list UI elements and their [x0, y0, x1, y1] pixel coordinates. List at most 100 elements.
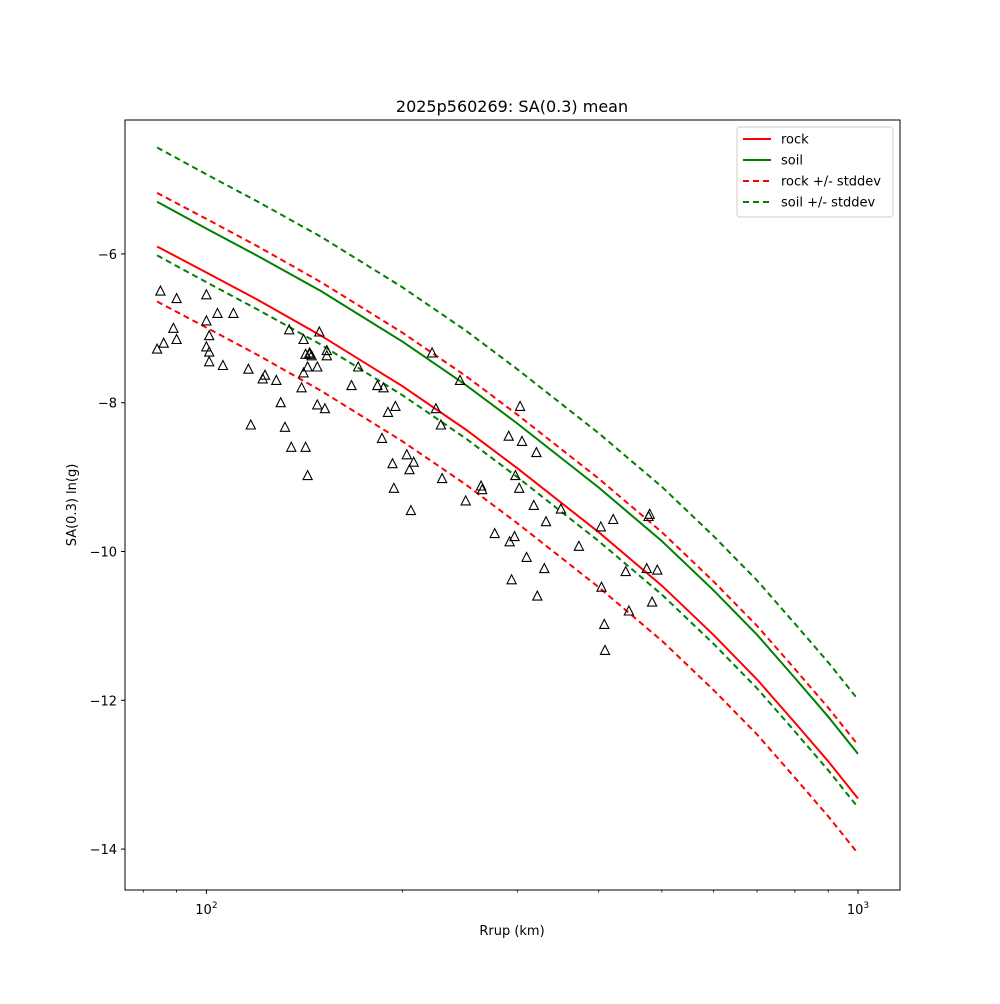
observation-point	[151, 342, 163, 354]
series-line-3	[156, 300, 859, 855]
observation-point	[321, 344, 333, 356]
observation-point	[503, 429, 515, 441]
observation-point	[346, 379, 357, 391]
observation-point	[376, 432, 388, 443]
observation-point	[401, 448, 413, 460]
observation-point	[540, 515, 552, 527]
legend-box	[736, 126, 894, 218]
observation-point	[270, 374, 282, 385]
x-tick-label: 102	[195, 901, 217, 918]
observation-point	[283, 323, 295, 335]
observation-point	[298, 366, 310, 378]
curve-layer	[156, 146, 859, 855]
observation-point	[504, 535, 516, 547]
observation-point	[352, 360, 364, 372]
observation-point	[509, 530, 520, 542]
observation-point	[311, 360, 323, 372]
observation-point	[489, 527, 501, 539]
observation-point	[573, 540, 585, 551]
observation-point	[514, 400, 526, 411]
legend: rock soil rock +/- stddev soil +/- stddev	[736, 126, 894, 218]
observation-point	[607, 513, 619, 525]
observation-point	[623, 604, 635, 616]
observation-point	[387, 457, 398, 469]
observation-point	[530, 446, 542, 458]
observation-point	[475, 479, 487, 491]
observation-point	[171, 333, 183, 345]
observation-point	[430, 402, 442, 414]
observation-point	[516, 435, 528, 446]
observation-point	[531, 589, 543, 601]
observation-point	[476, 483, 488, 495]
observation-point	[311, 398, 323, 410]
y-tick-label: −12	[90, 694, 117, 709]
observation-point	[167, 322, 179, 333]
observation-point	[371, 379, 383, 391]
observation-point	[641, 562, 653, 574]
observation-point	[435, 418, 447, 430]
y-axis-label: SA(0.3) ln(g)	[65, 464, 80, 547]
observation-point	[595, 520, 607, 532]
legend-label: soil	[781, 154, 803, 169]
observation-point	[388, 482, 400, 493]
observation-point	[651, 563, 663, 575]
observation-point	[460, 494, 472, 506]
series-line-4	[156, 146, 859, 701]
legend-label: rock +/- stddev	[781, 175, 881, 190]
observation-point	[200, 340, 212, 352]
observation-point	[285, 441, 297, 452]
observation-point	[304, 348, 316, 359]
observation-point	[513, 482, 525, 493]
observation-point	[200, 314, 212, 326]
observation-point	[302, 469, 314, 481]
chart-title: 2025p560269: SA(0.3) mean	[396, 97, 628, 116]
observation-point	[426, 346, 438, 358]
observation-point	[275, 396, 287, 408]
observation-point	[245, 418, 257, 430]
observation-point	[599, 644, 611, 655]
observation-point	[528, 499, 540, 510]
x-axis: 102 103	[142, 890, 869, 918]
observation-point	[538, 562, 550, 574]
series-line-1	[156, 200, 859, 755]
observation-point	[646, 595, 658, 607]
plot-frame	[124, 119, 901, 891]
observation-point	[382, 406, 394, 417]
observation-point	[171, 292, 183, 304]
observation-point	[300, 441, 312, 452]
observation-point	[596, 580, 607, 592]
observation-point	[378, 381, 389, 393]
observation-point	[509, 469, 521, 481]
observation-point	[259, 368, 271, 380]
observation-point	[279, 421, 291, 432]
observation-point	[389, 400, 401, 411]
observation-point	[203, 355, 215, 367]
observation-point	[200, 288, 212, 300]
observation-point	[319, 402, 331, 414]
observation-point	[454, 374, 466, 385]
observation-point	[296, 381, 308, 393]
legend-label: soil +/- stddev	[781, 196, 876, 211]
y-tick-label: −10	[90, 545, 117, 560]
observation-point	[644, 508, 656, 519]
observation-point	[242, 362, 254, 374]
observation-point	[506, 573, 518, 585]
y-axis: −6 −8 −10 −12 −14	[90, 248, 125, 858]
legend-label: rock	[781, 133, 809, 148]
observation-point	[321, 349, 333, 361]
observation-point	[203, 329, 215, 341]
observation-point	[405, 504, 417, 516]
observation-point	[158, 336, 170, 348]
observation-point	[298, 333, 310, 345]
observation-point	[212, 307, 223, 318]
series-line-0	[156, 245, 859, 800]
observation-point	[555, 502, 567, 514]
observation-point	[521, 551, 533, 562]
y-tick-label: −14	[90, 843, 117, 858]
observation-point	[154, 284, 166, 296]
observation-point	[408, 455, 420, 467]
observation-point	[436, 472, 448, 484]
x-axis-label: Rrup (km)	[479, 924, 544, 939]
